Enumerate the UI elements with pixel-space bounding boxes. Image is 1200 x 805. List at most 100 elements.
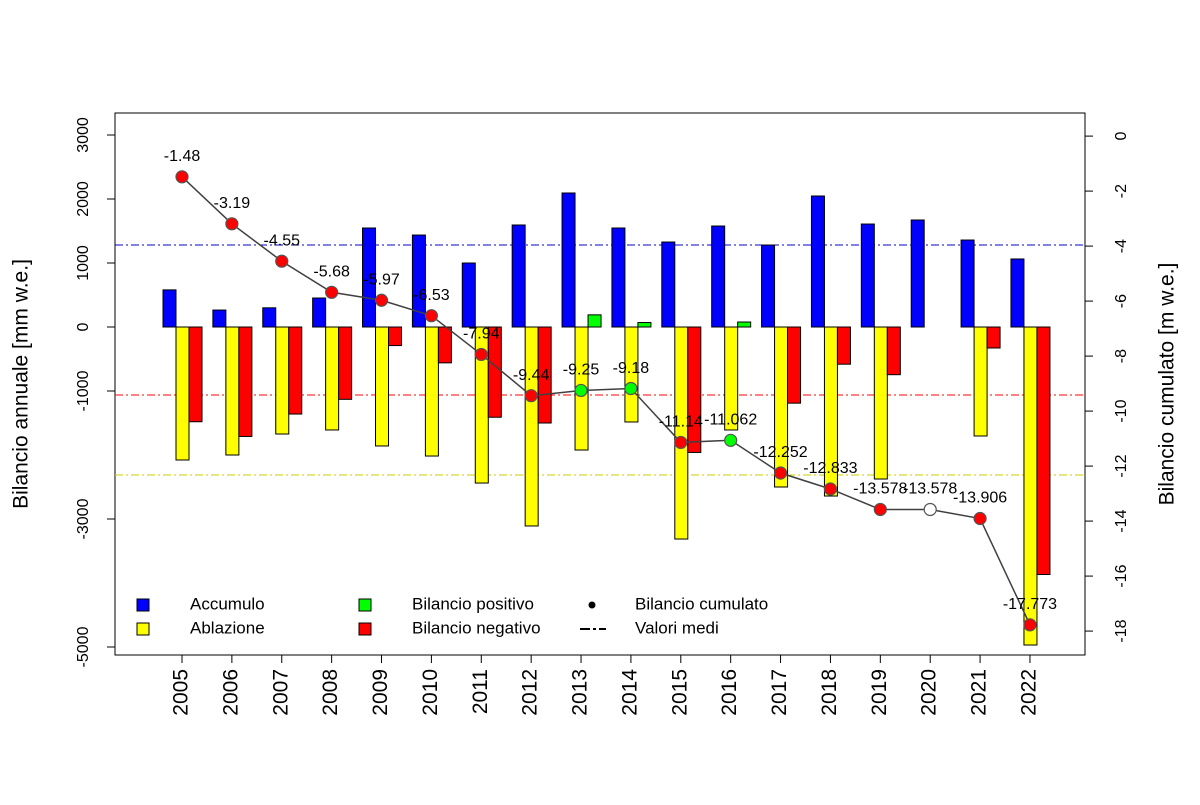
data-label: -5.97: [363, 271, 400, 288]
cumulative-point: [624, 381, 638, 396]
cumulative-point: [474, 347, 488, 362]
x-tick-label: 2019: [868, 669, 891, 716]
bar: [424, 326, 439, 457]
bar: [288, 326, 303, 415]
cumulative-point: [674, 435, 688, 450]
legend-swatch: [358, 598, 372, 612]
x-tick-label: 2022: [1018, 669, 1041, 716]
bar: [212, 309, 227, 328]
bar: [238, 326, 253, 437]
data-label: -9.18: [613, 360, 650, 377]
bar: [275, 326, 290, 435]
bar: [674, 326, 689, 540]
x-tick-label: 2009: [369, 669, 392, 716]
bar: [711, 225, 726, 328]
data-label: -13.578: [853, 481, 907, 498]
y-tick-label: -5000: [75, 626, 92, 667]
bar: [910, 219, 925, 328]
x-tick-label: 2017: [768, 669, 791, 716]
data-label: -1.48: [164, 148, 201, 165]
legend-label: Ablazione: [190, 618, 265, 637]
cumulative-point: [973, 511, 987, 526]
data-label: -13.906: [953, 490, 1007, 507]
cumulative-point: [923, 502, 937, 517]
y-tick-label: 1000: [75, 245, 92, 281]
bar: [524, 326, 539, 527]
bar: [1010, 258, 1025, 328]
x-tick-label: 2013: [569, 669, 592, 716]
bar: [774, 326, 789, 488]
y-tick-label: -1000: [75, 370, 92, 411]
y-tick-label: 2000: [75, 181, 92, 217]
x-tick-label: 2016: [718, 669, 741, 716]
bar: [362, 227, 377, 328]
cumulative-point: [823, 482, 838, 496]
data-label: -3.19: [214, 195, 251, 212]
plot-frame: [114, 112, 1086, 656]
legend-label: Bilancio negativo: [412, 618, 541, 637]
bar: [624, 326, 639, 423]
legend-label: Bilancio positivo: [412, 594, 534, 613]
bar: [461, 262, 476, 328]
y2-axis-title: Bilancio cumulato [m w.e.]: [1156, 263, 1179, 506]
data-label: -11.062: [704, 412, 757, 429]
bar: [411, 234, 426, 328]
bar: [437, 326, 452, 364]
x-tick-label: 2014: [618, 669, 641, 716]
bar: [388, 326, 403, 347]
data-label: -4.55: [264, 232, 301, 249]
y2-tick-label: -8: [1113, 349, 1130, 363]
legend-swatch: [136, 622, 150, 636]
y-axis-title: Bilancio annuale [mm w.e.]: [10, 259, 33, 509]
data-label: -13.578: [903, 481, 957, 498]
legend-label: Accumulo: [190, 594, 265, 613]
x-tick-label: 2015: [668, 669, 691, 716]
bar: [338, 326, 353, 400]
x-tick-label: 2005: [170, 669, 193, 716]
bar: [761, 244, 776, 328]
bar: [188, 326, 203, 423]
bar: [537, 326, 552, 424]
y-tick-label: 0: [75, 322, 92, 331]
data-label: -5.68: [313, 264, 350, 281]
bar: [511, 224, 526, 328]
bar: [873, 326, 888, 480]
x-tick-label: 2007: [269, 669, 292, 716]
bar: [325, 326, 340, 431]
bar: [487, 326, 502, 418]
bar: [823, 326, 838, 497]
cumulative-point: [325, 285, 339, 299]
x-tick-label: 2010: [419, 669, 442, 716]
y2-tick-label: -4: [1113, 239, 1130, 253]
cumulative-point: [175, 170, 189, 184]
bar: [687, 326, 702, 453]
bar: [637, 322, 652, 328]
cumulative-point: [1023, 618, 1037, 632]
y-tick-label: 3000: [75, 117, 92, 153]
data-label: -12.252: [753, 444, 807, 461]
data-label: -7.94: [463, 326, 500, 343]
bar: [960, 239, 975, 328]
bar: [375, 326, 390, 447]
y2-tick-label: -14: [1113, 509, 1130, 532]
data-label: -12.833: [803, 460, 857, 477]
x-tick-label: 2021: [968, 669, 991, 716]
cumulative-point: [524, 389, 538, 403]
y2-tick-label: -16: [1113, 564, 1130, 587]
x-tick-label: 2006: [219, 669, 242, 716]
legend-label: Valori medi: [635, 618, 719, 637]
bar: [312, 297, 327, 328]
cumulative-point: [724, 433, 738, 447]
x-tick-label: 2008: [319, 669, 342, 716]
y2-tick-label: -6: [1113, 294, 1130, 308]
bar: [973, 326, 988, 437]
bar: [175, 326, 190, 461]
data-label: -11.14: [659, 414, 703, 431]
y2-tick-label: -18: [1113, 619, 1130, 642]
bar: [724, 326, 739, 431]
bar: [737, 321, 752, 328]
bar: [886, 326, 901, 376]
data-label: -9.44: [513, 367, 550, 384]
y2-tick-label: -10: [1113, 399, 1130, 422]
